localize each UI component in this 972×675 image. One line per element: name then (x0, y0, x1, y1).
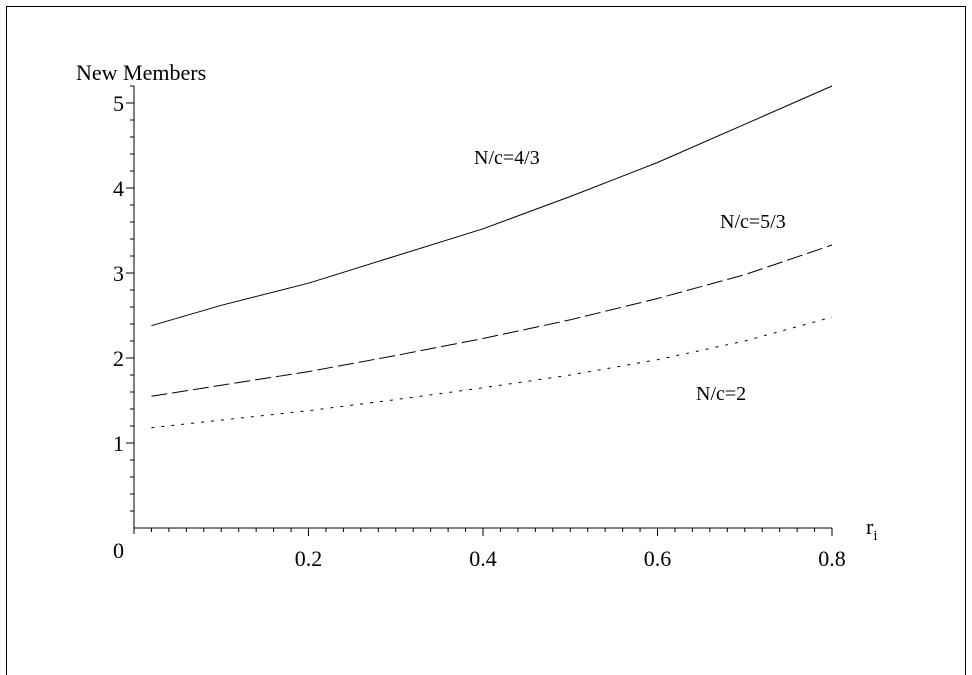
figure-frame (6, 6, 966, 675)
y-tick-label: 4 (113, 176, 124, 201)
series-group (151, 85, 833, 429)
y-tick-label: 3 (113, 261, 124, 286)
series-line-3 (151, 316, 833, 429)
x-tick-label: 0.2 (295, 546, 323, 571)
y-axis-title: New Members (76, 60, 206, 85)
x-axis-title: ri (866, 514, 878, 544)
series-line-2 (151, 244, 833, 397)
y-tick-label: 2 (113, 346, 124, 371)
x-tick-label: 0.6 (644, 546, 672, 571)
origin-label: 0 (113, 538, 124, 563)
y-tick-label: 1 (113, 431, 124, 456)
x-axis-title-subscript: i (873, 528, 877, 544)
series-label-2: N/c=2 (696, 383, 746, 405)
series-label-4-3: N/c=4/3 (474, 147, 540, 169)
series-label-5-3: N/c=5/3 (720, 211, 786, 233)
y-tick-label: 5 (113, 91, 124, 116)
x-tick-label: 0.4 (469, 546, 497, 571)
labels-group: 0.2 0.4 0.6 0.8 1 2 3 4 5 0 New Members ri N/c=4/3 N/… (76, 60, 878, 571)
axes (126, 85, 833, 536)
series-line-1 (151, 85, 833, 327)
x-tick-label: 0.8 (818, 546, 846, 571)
